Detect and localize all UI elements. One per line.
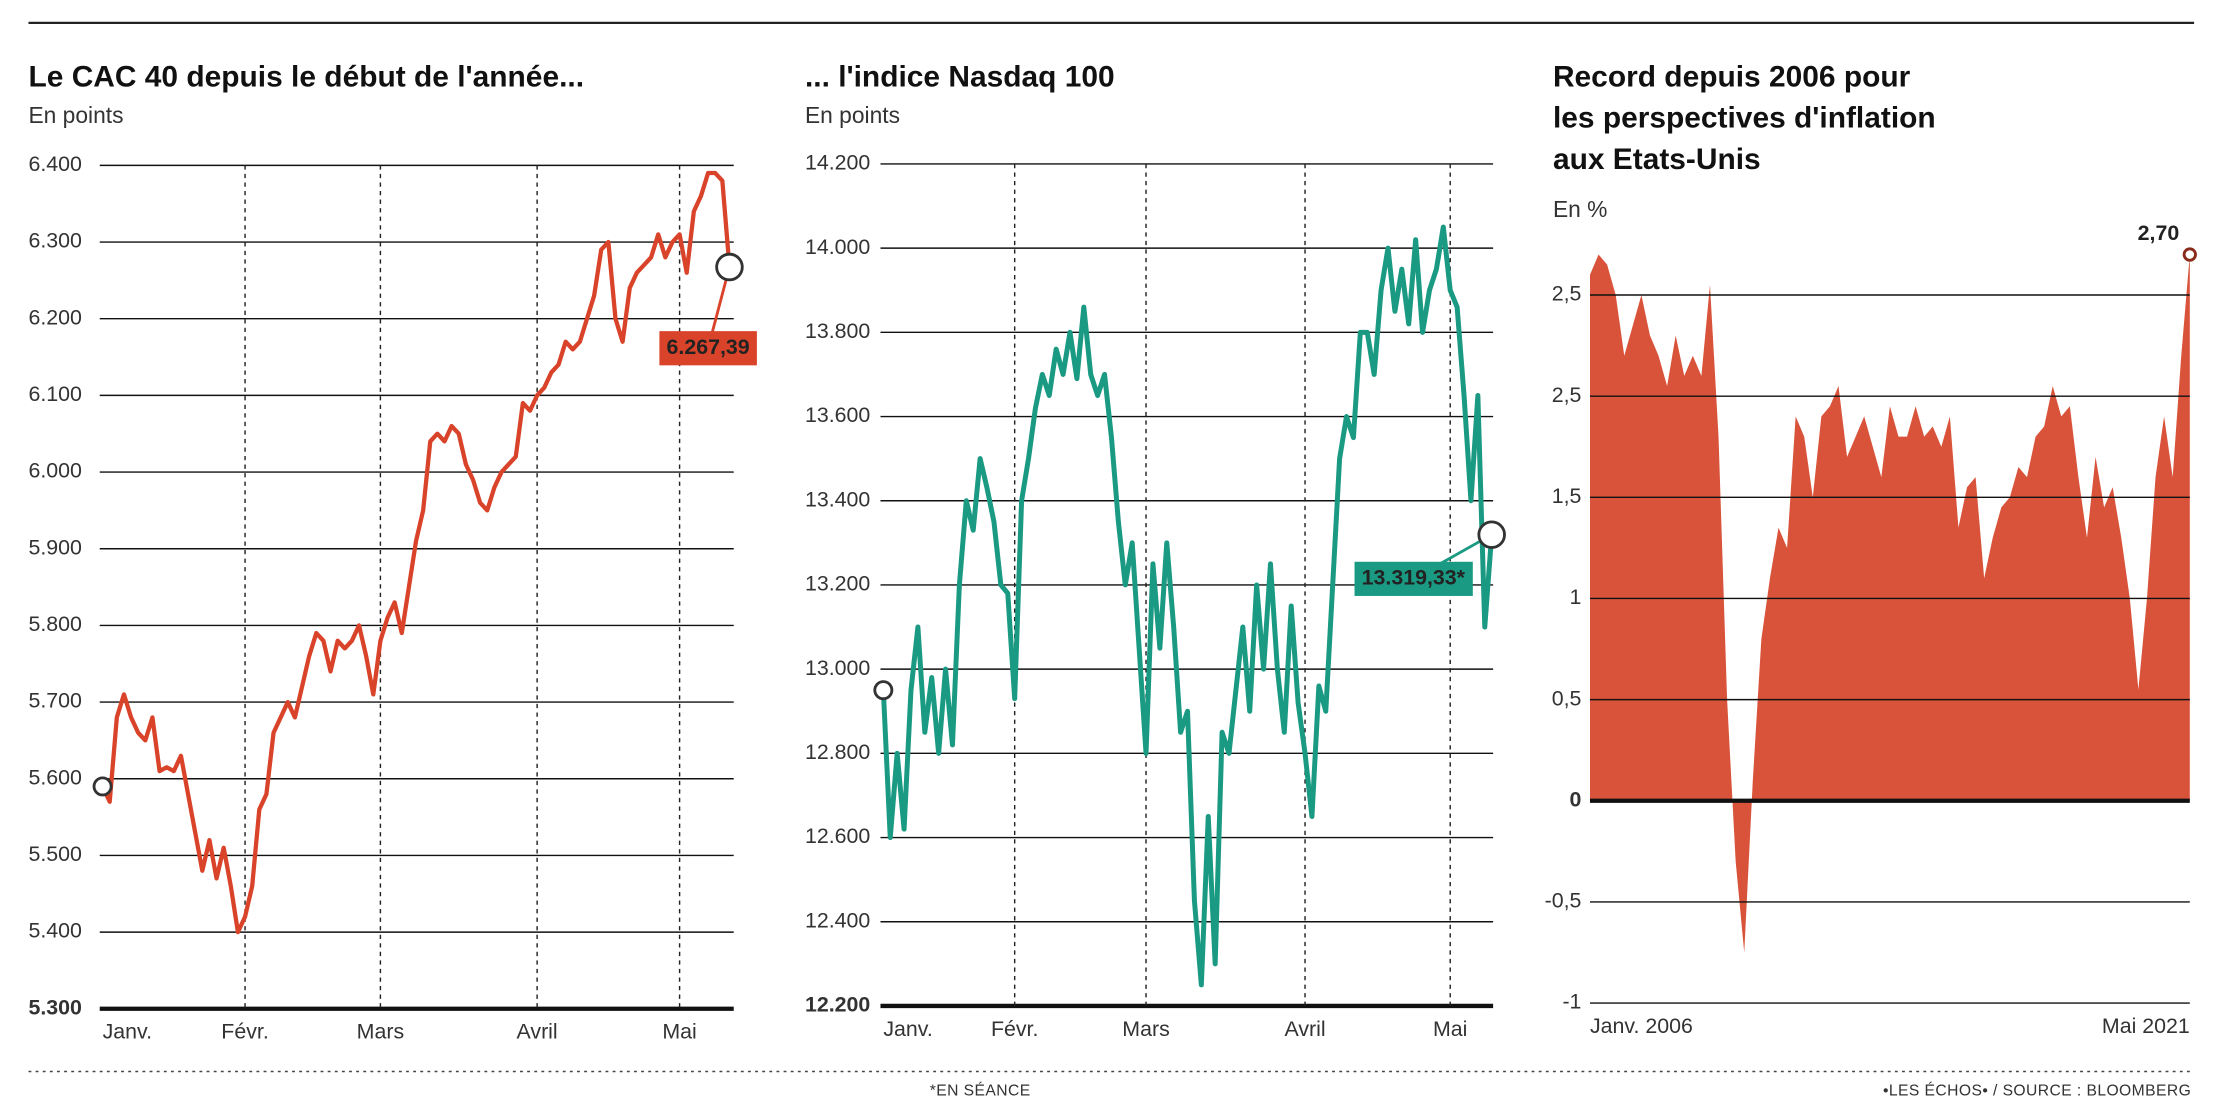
y-tick-label: 13.600 [805, 403, 870, 427]
x-tick-label: Janv. 2006 [1590, 1014, 1693, 1038]
y-tick-label: 5.600 [28, 765, 82, 789]
y-tick-label: 13.000 [805, 656, 870, 680]
x-tick-label: Mars [1122, 1017, 1169, 1041]
value-label: 6.267,39 [667, 335, 750, 359]
end-marker [2182, 247, 2197, 262]
y-tick-label: 5.400 [28, 919, 82, 943]
chart-subtitle: En points [805, 102, 900, 128]
end-marker [715, 252, 744, 282]
x-tick-label: Avril [517, 1020, 558, 1044]
y-tick-label: 13.800 [805, 319, 870, 343]
y-tick-label: -1 [1562, 990, 1581, 1014]
label-box [1354, 561, 1473, 596]
y-tick-label: 13.200 [805, 572, 870, 596]
x-tick-label: Mai 2021 [2102, 1014, 2190, 1038]
y-tick-label: 6.100 [28, 382, 82, 406]
x-tick-label: Févr. [221, 1020, 268, 1044]
y-tick-label: 2,5 [1552, 282, 1582, 306]
x-tick-label: Avril [1284, 1017, 1325, 1041]
x-tick-label: Mars [357, 1020, 404, 1044]
y-tick-label: 2,5 [1552, 383, 1582, 407]
line [100, 170, 732, 935]
y-tick-label: 5.800 [28, 612, 82, 636]
y-tick-label: 12.800 [805, 740, 870, 764]
y-tick-label: 0,5 [1552, 686, 1582, 710]
x-tick-label: Mai [662, 1020, 696, 1044]
y-tick-label: 5.300 [28, 995, 81, 1019]
chart-subtitle: En % [1553, 196, 1607, 222]
y-tick-label: 1 [1570, 585, 1582, 609]
chart-title: aux Etats-Unis [1553, 143, 1761, 176]
y-tick-label: 13.400 [805, 487, 870, 511]
y-tick-label: 6.000 [28, 459, 82, 483]
y-tick-label: 12.400 [805, 908, 870, 932]
x-tick-label: Févr. [991, 1017, 1038, 1041]
label-box [659, 331, 757, 366]
y-tick-label: 1,5 [1552, 484, 1582, 508]
value-label: 2,70 [2138, 221, 2180, 245]
y-tick-label: 5.500 [28, 842, 82, 866]
y-tick-label: 6.300 [28, 229, 82, 253]
chart-title: Record depuis 2006 pour [1553, 60, 1911, 93]
y-tick-label: 12.600 [805, 824, 870, 848]
start-marker [873, 680, 894, 701]
chart-subtitle: En points [28, 102, 123, 128]
x-tick-label: Mai [1433, 1017, 1467, 1041]
y-tick-label: 6.400 [28, 152, 82, 176]
y-tick-label: 6.200 [28, 305, 82, 329]
chart-title: Le CAC 40 depuis le début de l'année... [28, 60, 584, 93]
footer-source: •LES ÉCHOS• / SOURCE : BLOOMBERG [1883, 1081, 2191, 1100]
start-marker [92, 776, 113, 797]
y-tick-label: -0,5 [1545, 889, 1582, 913]
x-tick-label: Janv. [103, 1020, 152, 1044]
y-tick-label: 5.900 [28, 535, 82, 559]
x-tick-label: Janv. [883, 1017, 932, 1041]
line [880, 224, 1495, 988]
end-marker [1477, 520, 1506, 549]
chart-title: les perspectives d'inflation [1553, 102, 1936, 135]
value-label: 13.319,33* [1362, 566, 1466, 590]
y-tick-label: 5.700 [28, 689, 82, 713]
area [1589, 254, 2190, 953]
chart-title: ... l'indice Nasdaq 100 [805, 60, 1115, 93]
y-tick-label: 12.200 [805, 993, 870, 1017]
y-tick-label: 14.200 [805, 151, 870, 175]
y-tick-label: 14.000 [805, 235, 870, 259]
footer-note: *EN SÉANCE [930, 1081, 1031, 1100]
y-tick-label: 0 [1570, 787, 1582, 811]
